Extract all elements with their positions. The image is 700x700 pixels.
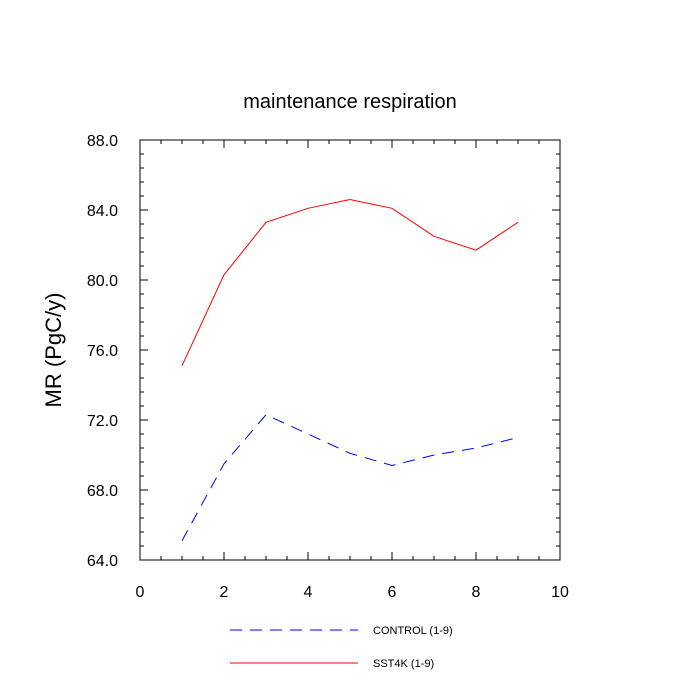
legend-label: CONTROL (1-9): [373, 625, 453, 637]
series-line: [181, 198, 519, 367]
x-tick-label: 4: [304, 584, 313, 601]
y-tick-label: 84.0: [87, 203, 118, 220]
y-tick-label: 72.0: [87, 413, 118, 430]
chart-title: maintenance respiration: [243, 91, 456, 113]
x-tick-label: 10: [551, 584, 569, 601]
legend-label: SST4K (1-9): [373, 658, 434, 670]
y-tick-label: 68.0: [87, 483, 118, 500]
x-tick-label: 0: [136, 584, 145, 601]
legend: CONTROL (1-9) SST4K (1-9): [230, 625, 453, 670]
x-tick-label: 2: [220, 584, 229, 601]
x-tick-label: 8: [472, 584, 481, 601]
series-line: [181, 414, 519, 542]
y-axis-label: MR (PgC/y): [41, 293, 66, 408]
y-tick-label: 64.0: [87, 553, 118, 570]
plot-frame: [139, 139, 561, 561]
x-tick-label: 6: [388, 584, 397, 601]
y-tick-label: 88.0: [87, 133, 118, 150]
y-tick-label: 76.0: [87, 343, 118, 360]
axes: 0 2 4 6 8 10 64.0 68.0 72.0 76.0 80.0 84.0 88.0: [87, 133, 569, 601]
series-lines: [181, 198, 519, 542]
y-tick-label: 80.0: [87, 273, 118, 290]
